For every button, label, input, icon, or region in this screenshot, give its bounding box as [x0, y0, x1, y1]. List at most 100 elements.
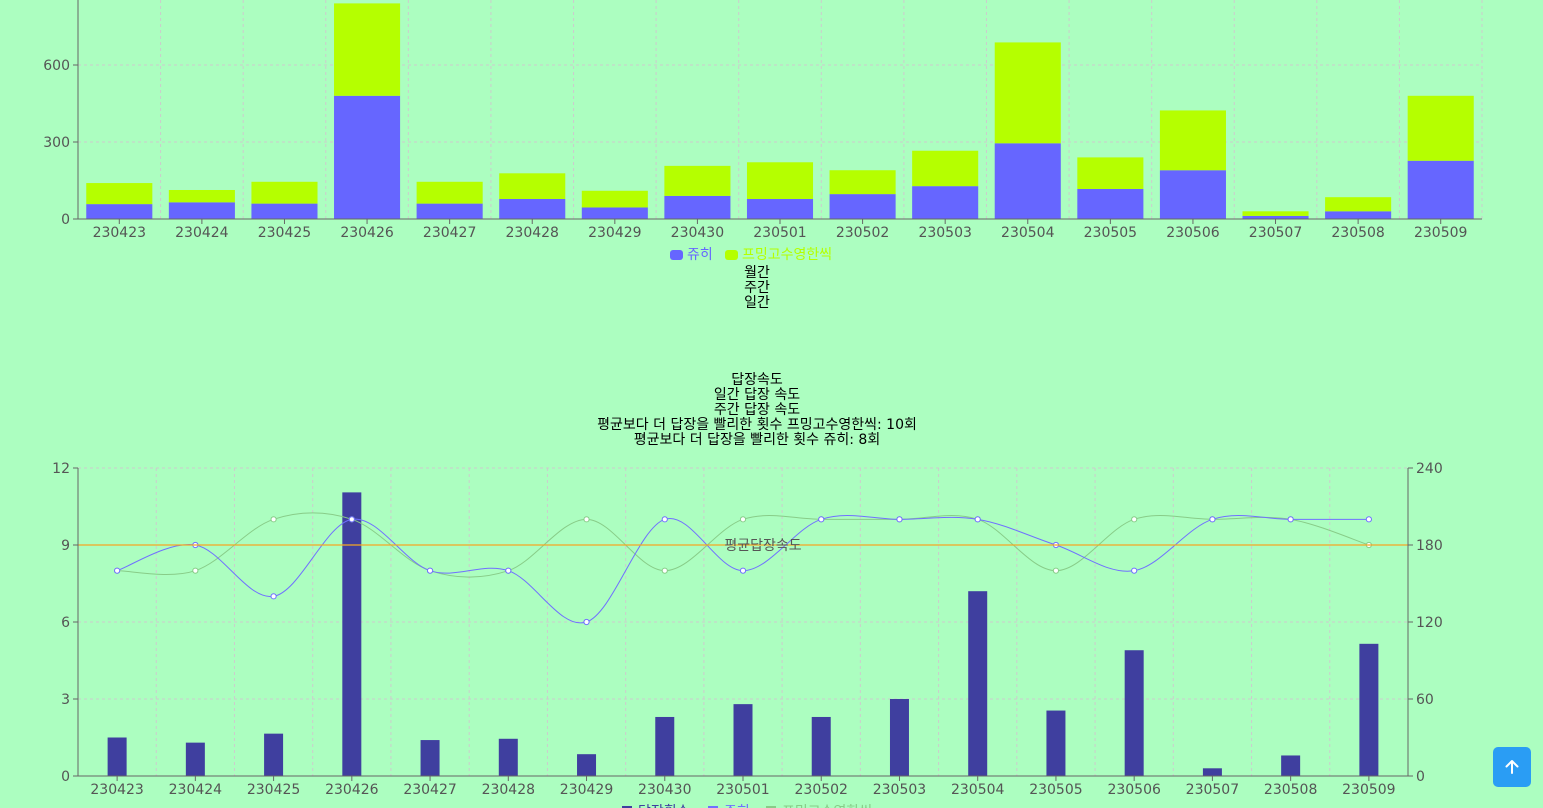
bar-segment: [334, 95, 401, 219]
speed-point: [1052, 567, 1060, 574]
reply-count-bar: [1281, 755, 1301, 776]
bar-segment: [1077, 188, 1144, 219]
x-tick-label: 230430: [638, 782, 691, 798]
legend-label: 쥬히: [687, 247, 713, 263]
bar-segment: [251, 203, 318, 219]
bar-segment: [581, 190, 648, 208]
y-tick-label: 300: [43, 135, 70, 151]
x-tick-label: 230502: [795, 782, 848, 798]
chart1-legend: 쥬히 프밍고수영한씩: [670, 247, 832, 263]
speed-line: [116, 515, 1369, 624]
x-tick-label: 230425: [247, 782, 300, 798]
bar-segment: [499, 198, 566, 219]
speed-point: [1131, 516, 1138, 523]
y-left-tick-label: 6: [61, 615, 70, 631]
x-tick-label: 230426: [325, 782, 379, 798]
reply-count-bar: [733, 704, 753, 776]
speed-point: [505, 567, 512, 574]
x-tick-label: 230503: [873, 782, 926, 798]
bar-segment: [1242, 211, 1309, 216]
reply-count-bar: [1046, 710, 1066, 776]
y-right-tick-label: 180: [1416, 538, 1443, 554]
x-tick-label: 230505: [1029, 782, 1082, 798]
x-tick-label: 230505: [1084, 225, 1137, 241]
bar-segment: [1407, 160, 1474, 219]
y-right-tick-label: 240: [1416, 461, 1443, 477]
reply-count-bar: [498, 738, 518, 776]
bar-segment: [416, 181, 483, 204]
y-right-tick-label: 120: [1416, 615, 1443, 631]
speed-point: [896, 516, 903, 523]
x-tick-label: 230427: [423, 225, 476, 241]
x-tick-label: 230430: [671, 225, 724, 241]
reply-count-bar: [107, 737, 127, 776]
chart1-grid: [77, 0, 1483, 219]
bar-segment: [251, 181, 318, 204]
period-option-daily[interactable]: 일간: [744, 295, 770, 311]
x-tick-label: 230426: [340, 225, 394, 241]
y-tick-label: 600: [43, 58, 70, 74]
x-tick-label: 230509: [1414, 225, 1467, 241]
speed-point: [426, 567, 434, 574]
period-options: 월간 주간 일간: [0, 266, 1514, 311]
speed-point: [739, 567, 747, 574]
reply-count-bar: [185, 742, 205, 776]
speed-daily-link[interactable]: 일간 답장 속도: [713, 387, 801, 403]
bar-segment: [581, 207, 648, 219]
reply-count-bar: [342, 492, 362, 776]
period-option-monthly[interactable]: 월간: [744, 265, 770, 281]
speed-point: [270, 593, 277, 600]
x-tick-label: 230506: [1166, 225, 1220, 241]
speed-point: [1287, 516, 1294, 523]
bar-segment: [1325, 197, 1392, 212]
x-tick-label: 230423: [93, 225, 146, 241]
x-tick-label: 230504: [951, 782, 1005, 798]
scroll-top-button[interactable]: [1493, 747, 1531, 787]
y-left-tick-label: 9: [61, 538, 70, 554]
bar-segment: [334, 3, 401, 96]
faster-count-peuming: 평균보다 더 답장을 빨리한 횟수 프밍고수영한씩: 10회: [597, 417, 917, 433]
bar-segment: [499, 173, 566, 199]
y-right-tick-label: 60: [1416, 692, 1434, 708]
y-left-tick-label: 3: [61, 692, 70, 708]
bar-segment: [1242, 215, 1309, 219]
bar-segment: [994, 42, 1061, 144]
bar-segment: [168, 202, 235, 219]
reply-count-bar: [577, 754, 597, 776]
y-right-tick-label: 0: [1416, 769, 1425, 785]
x-tick-label: 230423: [90, 782, 143, 798]
bar-segment: [829, 170, 896, 195]
speed-title: 답장속도: [731, 372, 783, 388]
period-option-weekly[interactable]: 주간: [744, 280, 770, 296]
bar-segment: [912, 150, 979, 187]
x-tick-label: 230509: [1342, 782, 1395, 798]
speed-point: [1131, 567, 1138, 574]
speed-point: [1209, 516, 1216, 523]
speed-weekly-link[interactable]: 주간 답장 속도: [713, 402, 801, 418]
x-tick-label: 230504: [1001, 225, 1055, 241]
reply-count-bar: [655, 716, 675, 776]
bar-segment: [746, 198, 814, 219]
reply-count-bar: [420, 740, 440, 776]
bar-segment: [1407, 95, 1474, 161]
bar-segment: [86, 183, 153, 205]
bar-segment: [664, 165, 731, 196]
x-tick-label: 230425: [258, 225, 311, 241]
faster-count-juhee: 평균보다 더 답장을 빨리한 횟수 쥬히: 8회: [633, 432, 881, 448]
bar-segment: [664, 195, 731, 219]
bar-segment: [746, 162, 814, 199]
chart2-lines: 평균답장속도: [78, 512, 1408, 626]
x-tick-label: 230506: [1107, 782, 1161, 798]
reply-count-bar: [264, 733, 284, 776]
bar-segment: [994, 143, 1061, 219]
legend-swatch: [766, 806, 776, 808]
arrow-up-icon: [1505, 760, 1519, 774]
speed-point: [348, 516, 355, 523]
y-left-tick-label: 0: [61, 769, 70, 785]
legend-label: 프밍고수영한씩: [742, 247, 832, 263]
bar-segment: [912, 186, 979, 219]
chart2-bars: [107, 492, 1379, 776]
bar-segment: [168, 189, 235, 203]
legend-label: 프밍고수영한씩: [782, 804, 872, 808]
bar-segment: [829, 194, 896, 219]
